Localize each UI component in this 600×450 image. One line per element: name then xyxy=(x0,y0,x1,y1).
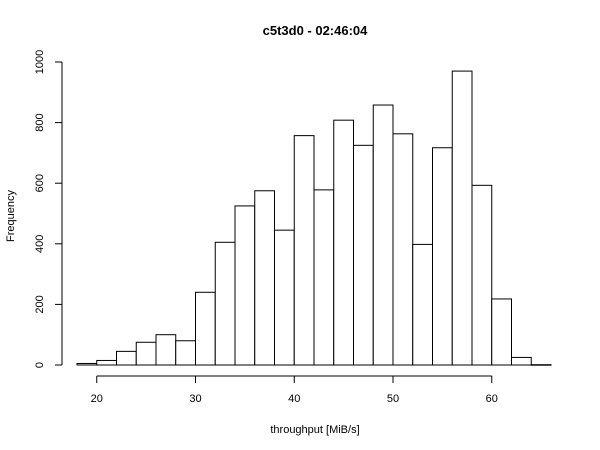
histogram-bar-4 xyxy=(155,334,177,366)
x-axis-label: throughput [MiB/s] xyxy=(270,424,359,436)
histogram-bar-8 xyxy=(234,205,256,366)
y-axis: 0 200 400 600 800 1000 xyxy=(34,50,63,368)
y-tick-label-5: 1000 xyxy=(34,50,46,74)
histogram-bar-17 xyxy=(412,243,433,366)
histogram-bar-14 xyxy=(353,144,374,366)
x-tick-label-0: 20 xyxy=(91,393,103,405)
chart-title: c5t3d0 - 02:46:04 xyxy=(263,23,369,38)
x-tick-label-1: 30 xyxy=(189,393,201,405)
histogram-bar-3 xyxy=(135,341,157,366)
x-tick-label-4: 60 xyxy=(486,393,498,405)
histogram-bar-12 xyxy=(313,189,335,366)
histogram-bar-16 xyxy=(392,133,414,366)
y-tick-label-3: 600 xyxy=(34,174,46,192)
histogram-bar-22 xyxy=(511,356,532,366)
y-tick-label-2: 400 xyxy=(34,235,46,253)
histogram-bar-20 xyxy=(471,184,493,366)
histogram-bar-23 xyxy=(530,364,552,366)
y-tick-label-4: 800 xyxy=(34,113,46,131)
histogram-bar-10 xyxy=(274,229,295,366)
histogram-bar-18 xyxy=(432,147,453,366)
histogram-bar-1 xyxy=(96,359,117,366)
histogram-bar-15 xyxy=(372,104,394,366)
x-axis: 20 30 40 50 60 xyxy=(91,375,498,405)
histogram-bar-13 xyxy=(333,119,354,366)
histogram-bar-2 xyxy=(116,350,137,366)
histogram-bar-21 xyxy=(491,298,512,366)
histogram-bar-5 xyxy=(175,340,196,366)
histogram-bar-19 xyxy=(451,70,473,366)
histogram-bar-7 xyxy=(214,241,236,366)
y-tick-label-1: 200 xyxy=(34,295,46,313)
y-tick-label-0: 0 xyxy=(34,362,46,368)
y-axis-label: Frequency xyxy=(5,190,17,242)
x-tick-label-2: 40 xyxy=(288,393,300,405)
histogram-bar-9 xyxy=(254,190,275,366)
x-tick-label-3: 50 xyxy=(387,393,399,405)
histogram-bar-6 xyxy=(195,291,216,366)
histogram-bar-11 xyxy=(293,135,315,366)
bars-group xyxy=(76,70,552,366)
histogram-bar-0 xyxy=(76,362,98,366)
